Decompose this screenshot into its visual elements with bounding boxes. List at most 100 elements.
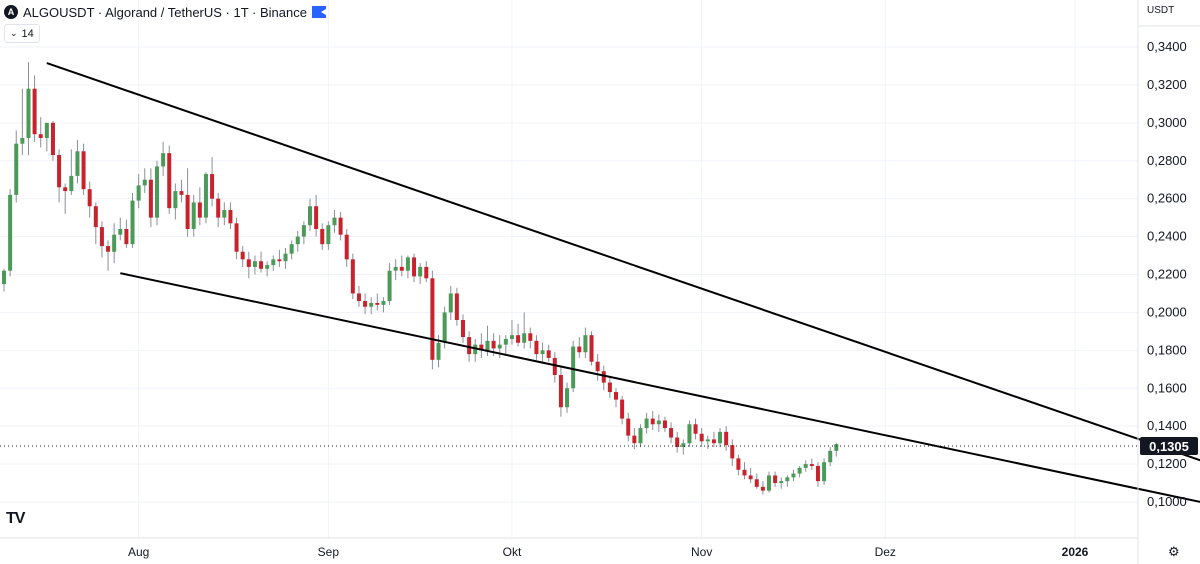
candle-body [265, 265, 270, 269]
candle-body [277, 259, 282, 262]
time-tick-label: 2026 [1062, 545, 1089, 559]
candle [93, 202, 98, 245]
candle-body [326, 225, 331, 245]
candle-body [748, 475, 753, 480]
price-axis[interactable]: 0,1000 0,1200 0,1400 0,1600 0,1800 0,2000 0,22… [1147, 39, 1187, 509]
candle [185, 168, 190, 237]
indicator-toggle[interactable]: ⌄ 14 [4, 24, 40, 43]
candle-body [155, 166, 159, 218]
tradingview-logo-icon[interactable]: TV [6, 510, 25, 527]
candle [632, 428, 637, 449]
candle [20, 88, 25, 156]
candle-body [711, 439, 716, 444]
candle-body [614, 392, 618, 400]
candle [558, 365, 563, 417]
candle-body [430, 278, 435, 360]
candle [748, 467, 753, 484]
candle [412, 253, 417, 283]
candle-body [461, 320, 465, 338]
candle-body [381, 301, 386, 305]
candle [26, 62, 31, 156]
candle-body [540, 350, 545, 355]
candle [112, 223, 117, 264]
candle-body [240, 251, 245, 260]
candle [81, 143, 86, 195]
trendline-upper[interactable] [46, 62, 1200, 478]
candle-body [203, 174, 208, 218]
candle-body [179, 191, 184, 195]
candle [834, 443, 839, 457]
candle-body [332, 217, 337, 226]
candle-body [815, 465, 820, 482]
price-tick-label: 0,3200 [1147, 77, 1187, 92]
candle [381, 297, 386, 313]
candle [693, 418, 698, 440]
candle [503, 335, 508, 357]
candle [730, 439, 735, 466]
symbol-header[interactable]: A ALGOUSDT · Algorand / TetherUS · 1T · … [4, 3, 326, 21]
candles [2, 62, 839, 495]
candle [301, 221, 306, 245]
candle-body [246, 259, 251, 267]
candle [473, 338, 478, 362]
candle-body [650, 418, 655, 425]
price-tick-label: 0,1600 [1147, 380, 1187, 395]
candle [644, 412, 649, 434]
candle [50, 120, 55, 161]
candle-body [38, 134, 43, 138]
price-tick-label: 0,2000 [1147, 304, 1187, 319]
chevron-down-icon[interactable]: ⌄ [10, 28, 18, 38]
candle [44, 122, 49, 152]
candle-body [644, 418, 649, 429]
candle-body [767, 475, 771, 491]
candle [32, 75, 37, 142]
candle [136, 174, 141, 209]
candle [75, 139, 80, 184]
candle-body [577, 346, 582, 353]
candle-body [656, 420, 661, 425]
candle-body [516, 335, 521, 343]
candle-body [369, 302, 374, 307]
flag-icon[interactable] [311, 6, 326, 18]
candle [234, 217, 239, 260]
candle-body [754, 479, 759, 487]
candle [2, 268, 6, 292]
candle-body [271, 259, 276, 266]
candle-body [118, 229, 123, 235]
candle [393, 259, 398, 281]
candle [509, 320, 514, 345]
candle-body [222, 210, 227, 218]
candle [516, 323, 521, 347]
candle [601, 365, 606, 391]
candle-body [375, 302, 380, 305]
time-axis[interactable]: Aug Sep Okt Nov Dez 2026 [128, 545, 1089, 559]
candle [405, 255, 410, 279]
candle-body [601, 371, 606, 383]
candle-body [44, 122, 49, 138]
candle-body [50, 122, 55, 156]
candle [265, 261, 270, 277]
candle-body [436, 342, 441, 360]
candle [760, 481, 765, 495]
candle [246, 251, 251, 279]
candle-body [136, 185, 141, 201]
candle [681, 439, 686, 455]
candle [552, 352, 557, 383]
candle [99, 221, 104, 258]
price-unit-label[interactable]: USDT [1147, 5, 1175, 16]
candle [271, 255, 276, 271]
candle [797, 465, 802, 478]
price-tick-label: 0,2400 [1147, 229, 1187, 244]
candle [277, 249, 282, 267]
settings-icon[interactable]: ⚙ [1168, 544, 1180, 559]
candle [418, 263, 423, 284]
candle-body [424, 266, 429, 279]
candle [448, 285, 453, 320]
trendline-lower[interactable] [120, 272, 1200, 514]
indicator-value: 14 [21, 27, 34, 40]
candle-body [552, 357, 557, 375]
candle [363, 293, 368, 315]
candle [699, 428, 704, 448]
time-tick-label: Dez [875, 545, 896, 559]
